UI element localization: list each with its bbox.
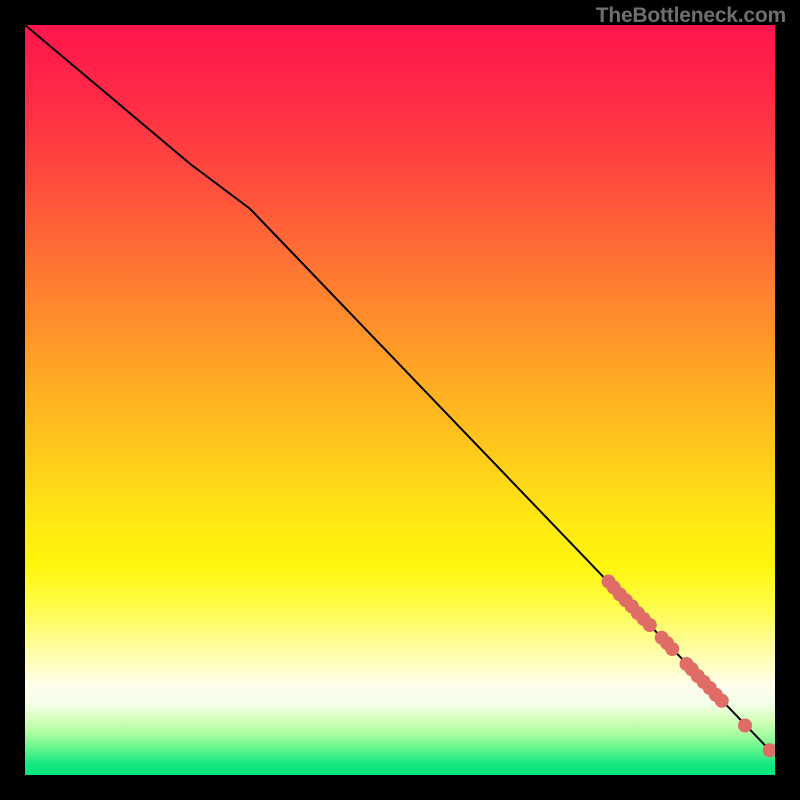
data-point <box>643 618 657 632</box>
data-point <box>738 719 752 733</box>
gradient-background <box>25 25 775 775</box>
chart-svg <box>25 25 775 775</box>
data-point <box>665 642 679 656</box>
plot-area <box>25 25 775 775</box>
figure-frame: TheBottleneck.com <box>0 0 800 800</box>
data-point <box>715 694 729 708</box>
